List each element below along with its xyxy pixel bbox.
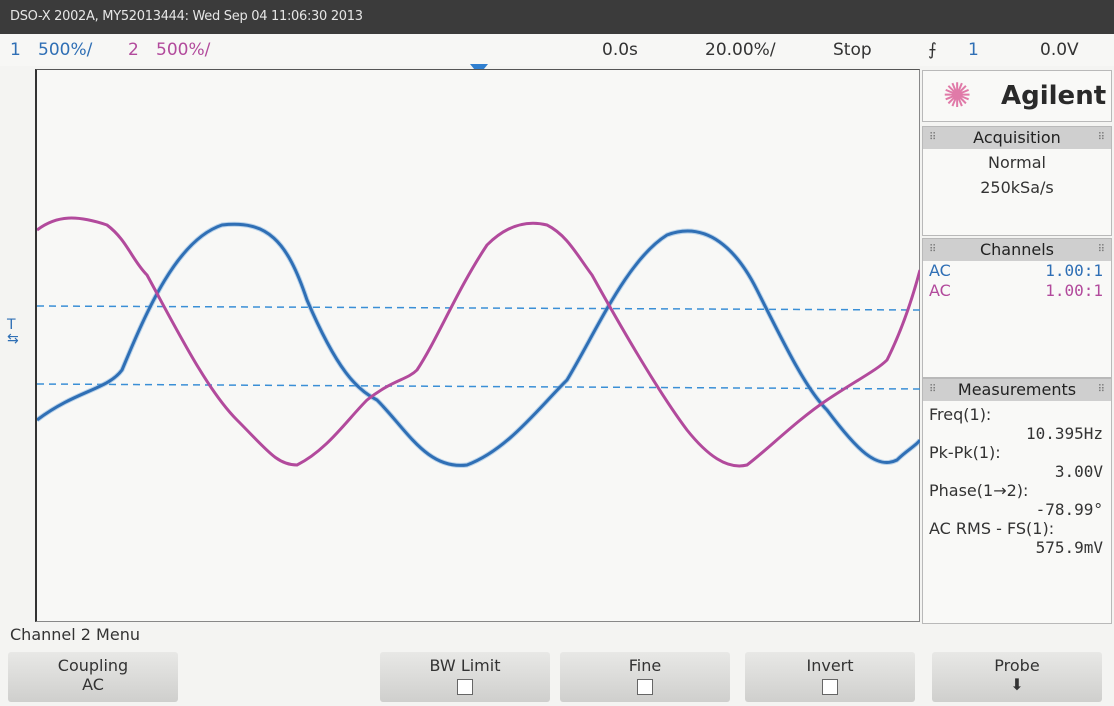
trigger-level-marker-icon[interactable]: T ⇆ [7,317,19,347]
agilent-spark-icon: ✺ [943,76,972,116]
invert-softkey[interactable]: Invert [745,652,915,702]
brand-name: Agilent [1001,81,1107,111]
acquisition-box: Acquisition Normal 250kSa/s [922,126,1112,236]
channel1-trace [36,222,922,467]
menu-title: Channel 2 Menu [10,625,140,644]
bw-limit-checkbox[interactable] [457,679,473,695]
status-bar: 1 500%/ 2 500%/ 0.0s 20.00%/ Stop ⨍ 1 0.… [0,34,1114,66]
ch1-scale[interactable]: 500%/ [38,40,93,60]
channels-box: Channels AC 1.00:1 AC 1.00:1 [922,238,1112,378]
measurements-box: Measurements Freq(1): 10.395Hz Pk-Pk(1):… [922,378,1112,624]
bw-limit-softkey[interactable]: BW Limit [380,652,550,702]
measurements-header[interactable]: Measurements [923,379,1111,401]
channel1-coupling: AC [929,261,951,280]
title-text: DSO-X 2002A, MY52013444: Wed Sep 04 11:0… [10,9,363,24]
channel1-probe: 1.00:1 [1045,261,1103,280]
ch2-scale[interactable]: 500%/ [156,40,211,60]
measurement-pkpk-label: Pk-Pk(1): [929,443,1001,462]
brand-box: ✺ Agilent [922,70,1112,122]
measurement-acrms-label: AC RMS - FS(1): [929,519,1055,538]
coupling-softkey[interactable]: Coupling AC [8,652,178,702]
trigger-level[interactable]: 0.0V [1040,40,1079,60]
measurement-phase-value: -78.99° [1035,500,1103,519]
timebase-readout[interactable]: 20.00%/ [705,40,776,60]
acquisition-header[interactable]: Acquisition [923,127,1111,149]
ch1-number[interactable]: 1 [10,40,21,60]
bw-limit-label: BW Limit [429,656,501,675]
measurement-acrms-value: 575.9mV [1035,538,1103,557]
coupling-label: Coupling [57,656,129,675]
channel2-trace [36,216,922,468]
channels-header[interactable]: Channels [923,239,1111,261]
measurement-freq-label: Freq(1): [929,405,992,424]
probe-label: Probe [994,656,1040,675]
ch2-number[interactable]: 2 [128,40,139,60]
probe-softkey[interactable]: Probe ⬇ [932,652,1102,702]
fine-label: Fine [628,656,662,675]
probe-arrow-icon: ⬇ [1010,675,1024,694]
run-state: Stop [833,40,872,60]
invert-label: Invert [806,656,854,675]
channel2-probe: 1.00:1 [1045,281,1103,300]
title-bar: DSO-X 2002A, MY52013444: Wed Sep 04 11:0… [0,0,1114,34]
cursor-line-lower[interactable] [36,383,921,390]
acquisition-rate: 250kSa/s [980,178,1054,197]
delay-readout[interactable]: 0.0s [602,40,638,60]
channel1-row: AC 1.00:1 [923,261,1111,281]
acquisition-mode: Normal [988,153,1046,172]
channel2-row: AC 1.00:1 [923,281,1111,301]
waveform-display[interactable] [35,69,923,622]
trigger-source: 1 [968,40,979,60]
fine-softkey[interactable]: Fine [560,652,730,702]
measurement-phase-label: Phase(1→2): [929,481,1029,500]
channel2-coupling: AC [929,281,951,300]
measurement-pkpk-value: 3.00V [1054,462,1103,481]
invert-checkbox[interactable] [822,679,838,695]
measurement-freq-value: 10.395Hz [1025,424,1103,443]
trigger-slope-icon: ⨍ [928,40,937,60]
cursor-line-upper[interactable] [36,305,921,311]
coupling-value: AC [82,675,104,694]
softkey-bar: Coupling AC BW Limit Fine Invert Probe ⬇ [0,648,1114,706]
trigger-level-marker-label: T [7,317,16,333]
fine-checkbox[interactable] [637,679,653,695]
waveform-svg [35,216,923,468]
